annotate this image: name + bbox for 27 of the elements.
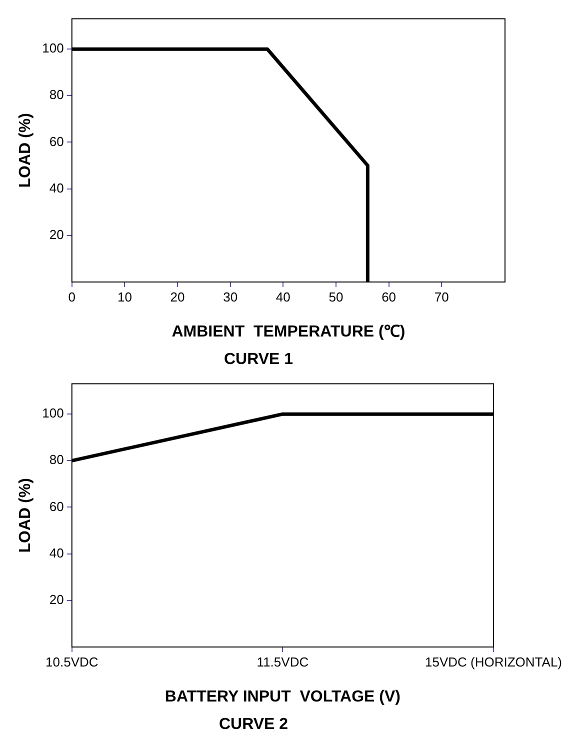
y-tick-label: 60: [49, 498, 64, 514]
x-tick-label: 11.5VDC: [256, 654, 309, 670]
x-tick-label: 30: [223, 289, 238, 304]
y-tick-label: 40: [49, 545, 64, 560]
y-tick-label: 60: [49, 134, 64, 149]
y-tick-label: 80: [49, 87, 64, 102]
x-tick-label: 10.5VDC: [46, 654, 98, 670]
y-tick-label: 40: [49, 180, 64, 196]
x-tick-label: 50: [328, 289, 344, 304]
text: CURVE 1: [224, 350, 294, 368]
x-axis-title: AMBIENT TEMPERATURE (℃): [172, 324, 406, 341]
x-tick-label: 10: [117, 289, 132, 304]
y-tick-label: 20: [49, 226, 64, 242]
x-axis-title: BATTERY INPUT VOLTAGE (V): [164, 688, 400, 706]
x-tick-label: 15VDC (HORIZONTAL): [425, 654, 562, 670]
text: CURVE 2: [218, 716, 288, 733]
x-tick-label: 20: [170, 289, 185, 304]
y-tick-label: 20: [49, 592, 64, 607]
x-tick-label: 70: [434, 289, 449, 304]
y-axis-title: LOAD (%): [17, 478, 34, 553]
y-tick-label: 80: [49, 452, 64, 468]
y-tick-label: 100: [42, 406, 64, 421]
x-tick-label: 40: [276, 289, 290, 304]
y-tick-label: 100: [42, 40, 64, 56]
x-tick-label: 0: [68, 289, 76, 304]
y-axis-title: LOAD (%): [17, 113, 34, 188]
x-tick-label: 60: [382, 289, 396, 304]
